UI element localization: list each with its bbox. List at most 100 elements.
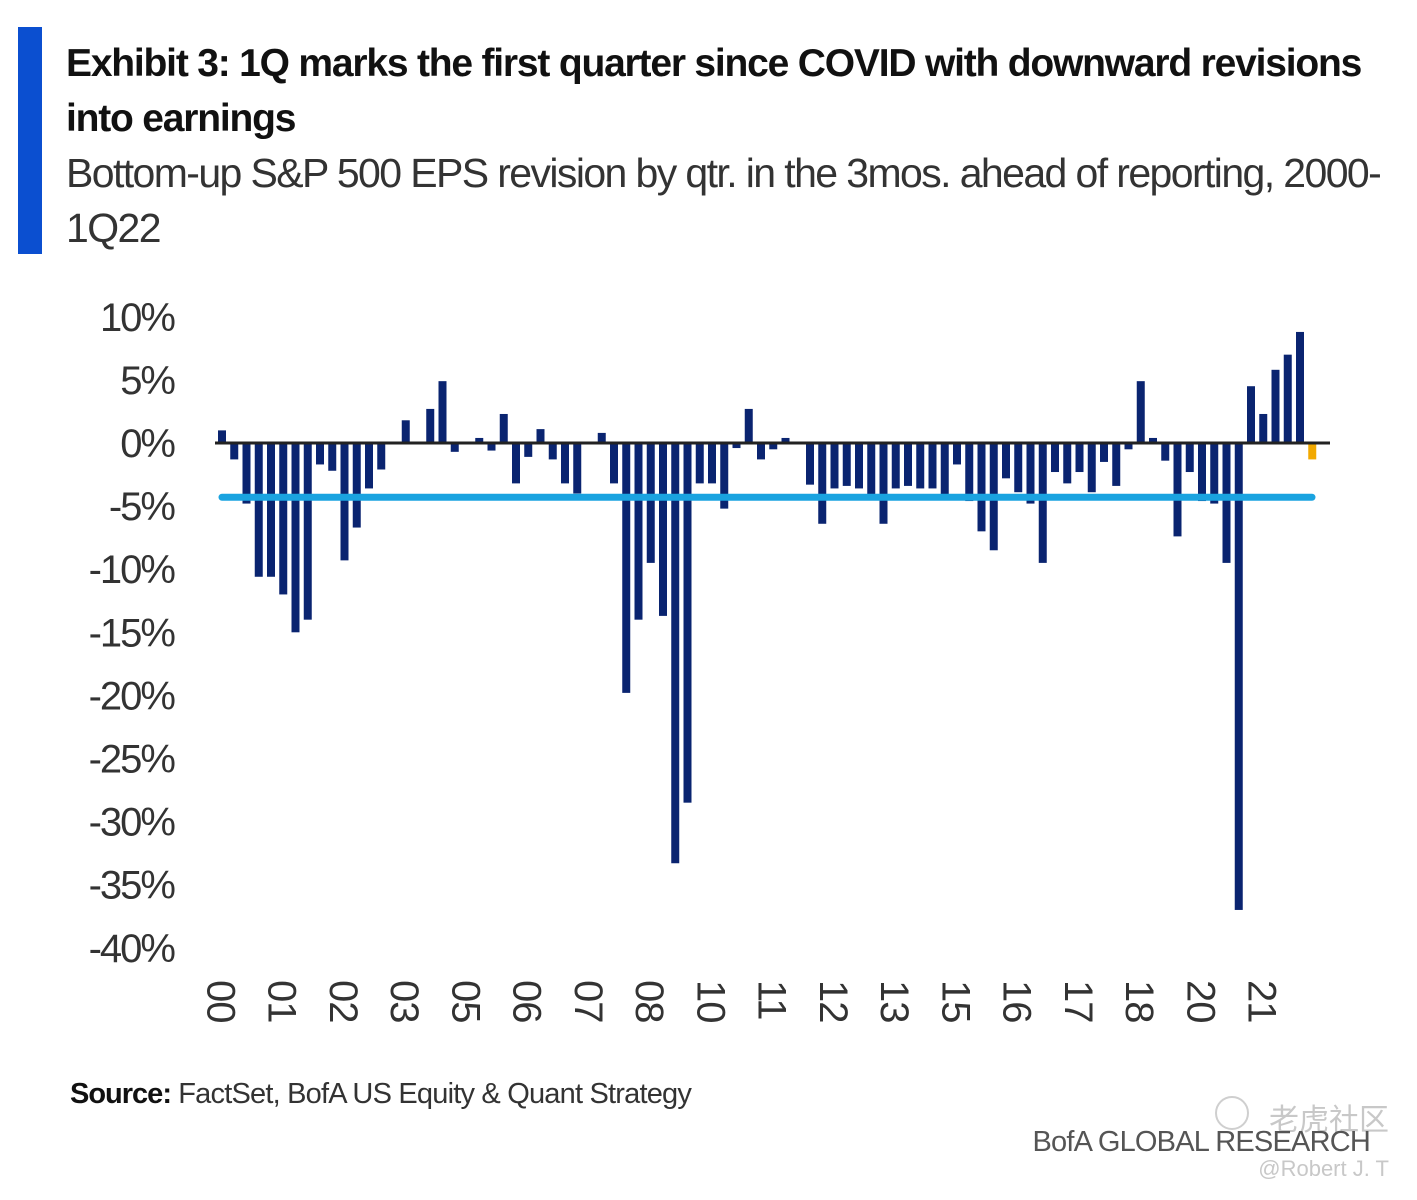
bar <box>573 443 582 494</box>
bar <box>450 443 459 452</box>
bar <box>1161 443 1170 461</box>
bar <box>695 443 704 484</box>
bar-chart: 10% 5% 0% -5% -10% -15% -20% -25% -30% -35% -40% 0… <box>89 296 1330 1023</box>
watermark-user: @Robert J. T <box>1258 1156 1389 1181</box>
bar <box>352 443 361 528</box>
bar <box>438 381 447 443</box>
x-tick-label: 12 <box>811 980 855 1023</box>
accent-bar <box>18 27 42 254</box>
x-tick-label: 16 <box>995 980 1039 1023</box>
bar <box>401 420 410 443</box>
y-tick-label: -30% <box>89 801 176 845</box>
bar <box>757 443 765 460</box>
x-tick-label: 08 <box>627 980 671 1023</box>
bar <box>561 443 569 484</box>
bar <box>916 443 925 489</box>
bar <box>1222 443 1231 563</box>
bar <box>1014 443 1023 493</box>
bar <box>1234 443 1243 910</box>
x-tick-label: 21 <box>1240 980 1284 1023</box>
y-tick-label: 0% <box>120 422 175 466</box>
bar <box>524 443 533 457</box>
bar <box>499 413 508 443</box>
bar <box>1136 381 1145 443</box>
bar <box>1087 443 1096 493</box>
bar <box>328 443 337 471</box>
bar <box>646 443 655 563</box>
bar <box>1051 443 1059 473</box>
bar <box>720 443 729 509</box>
bar <box>1247 386 1255 443</box>
bar <box>1173 443 1182 537</box>
bar <box>891 443 900 489</box>
bar <box>1063 443 1072 484</box>
bar <box>1259 413 1268 443</box>
bar <box>977 443 986 532</box>
x-tick-label: 17 <box>1056 980 1100 1023</box>
y-tick-label: -15% <box>89 611 176 655</box>
bar <box>1283 354 1292 443</box>
y-tick-label: -25% <box>89 738 176 782</box>
bar <box>1100 443 1108 462</box>
chart-title: Exhibit 3: 1Q marks the first quarter si… <box>66 42 1362 140</box>
x-tick-label: 13 <box>872 980 916 1023</box>
y-tick-label: -20% <box>89 674 176 718</box>
x-tick-label: 00 <box>198 980 242 1023</box>
x-tick-label: 18 <box>1117 980 1161 1023</box>
bar <box>1271 369 1280 443</box>
x-axis: 00 01 02 03 05 06 07 08 10 11 12 13 15 16 17 18 20 21 <box>198 980 1283 1023</box>
x-tick-label: 07 <box>566 980 610 1023</box>
x-tick-label: 11 <box>750 980 794 1020</box>
bar <box>659 443 667 616</box>
bar-highlight <box>1308 443 1317 460</box>
bar <box>548 443 557 460</box>
bar <box>267 443 275 577</box>
bar <box>867 443 876 497</box>
bar <box>475 437 484 443</box>
bar <box>316 443 324 465</box>
bar <box>806 443 814 485</box>
bar <box>953 443 961 465</box>
bar <box>1026 443 1035 504</box>
x-tick-label: 10 <box>688 980 732 1023</box>
x-tick-label: 03 <box>382 980 426 1023</box>
bar <box>230 443 239 460</box>
bar <box>830 443 839 489</box>
y-tick-label: -35% <box>89 864 176 908</box>
bar <box>242 443 251 504</box>
bar <box>536 429 545 443</box>
bar <box>622 443 631 693</box>
bar <box>634 443 643 620</box>
x-tick-label: 15 <box>933 980 977 1023</box>
watermark-logo-icon <box>1215 1096 1249 1130</box>
bar <box>303 443 312 620</box>
bar <box>744 408 753 443</box>
bar <box>879 443 888 524</box>
bar <box>1002 443 1010 479</box>
bar <box>597 432 606 443</box>
bar <box>842 443 851 486</box>
bar <box>487 443 496 451</box>
bar <box>683 443 692 803</box>
bar <box>671 443 680 864</box>
watermark-text: 老虎社区 <box>1269 1104 1389 1137</box>
bar <box>708 443 716 484</box>
bar <box>1075 443 1084 473</box>
reference-lines <box>215 441 1330 501</box>
bar <box>1296 331 1304 443</box>
x-tick-label: 02 <box>321 980 365 1023</box>
bars <box>218 331 1317 910</box>
bar <box>426 408 435 443</box>
bar <box>818 443 827 524</box>
y-tick-label: 10% <box>100 296 175 340</box>
x-tick-label: 06 <box>505 980 549 1023</box>
bar <box>1112 443 1121 486</box>
y-axis: 10% 5% 0% -5% -10% -15% -20% -25% -30% -35% -40% <box>89 296 178 971</box>
y-tick-label: -5% <box>109 485 176 529</box>
bar <box>1210 443 1219 504</box>
bar <box>218 430 226 443</box>
x-tick-label: 01 <box>260 980 304 1023</box>
bar <box>254 443 263 577</box>
source-text: FactSet, BofA US Equity & Quant Strategy <box>178 1078 692 1110</box>
bar <box>1198 443 1206 502</box>
